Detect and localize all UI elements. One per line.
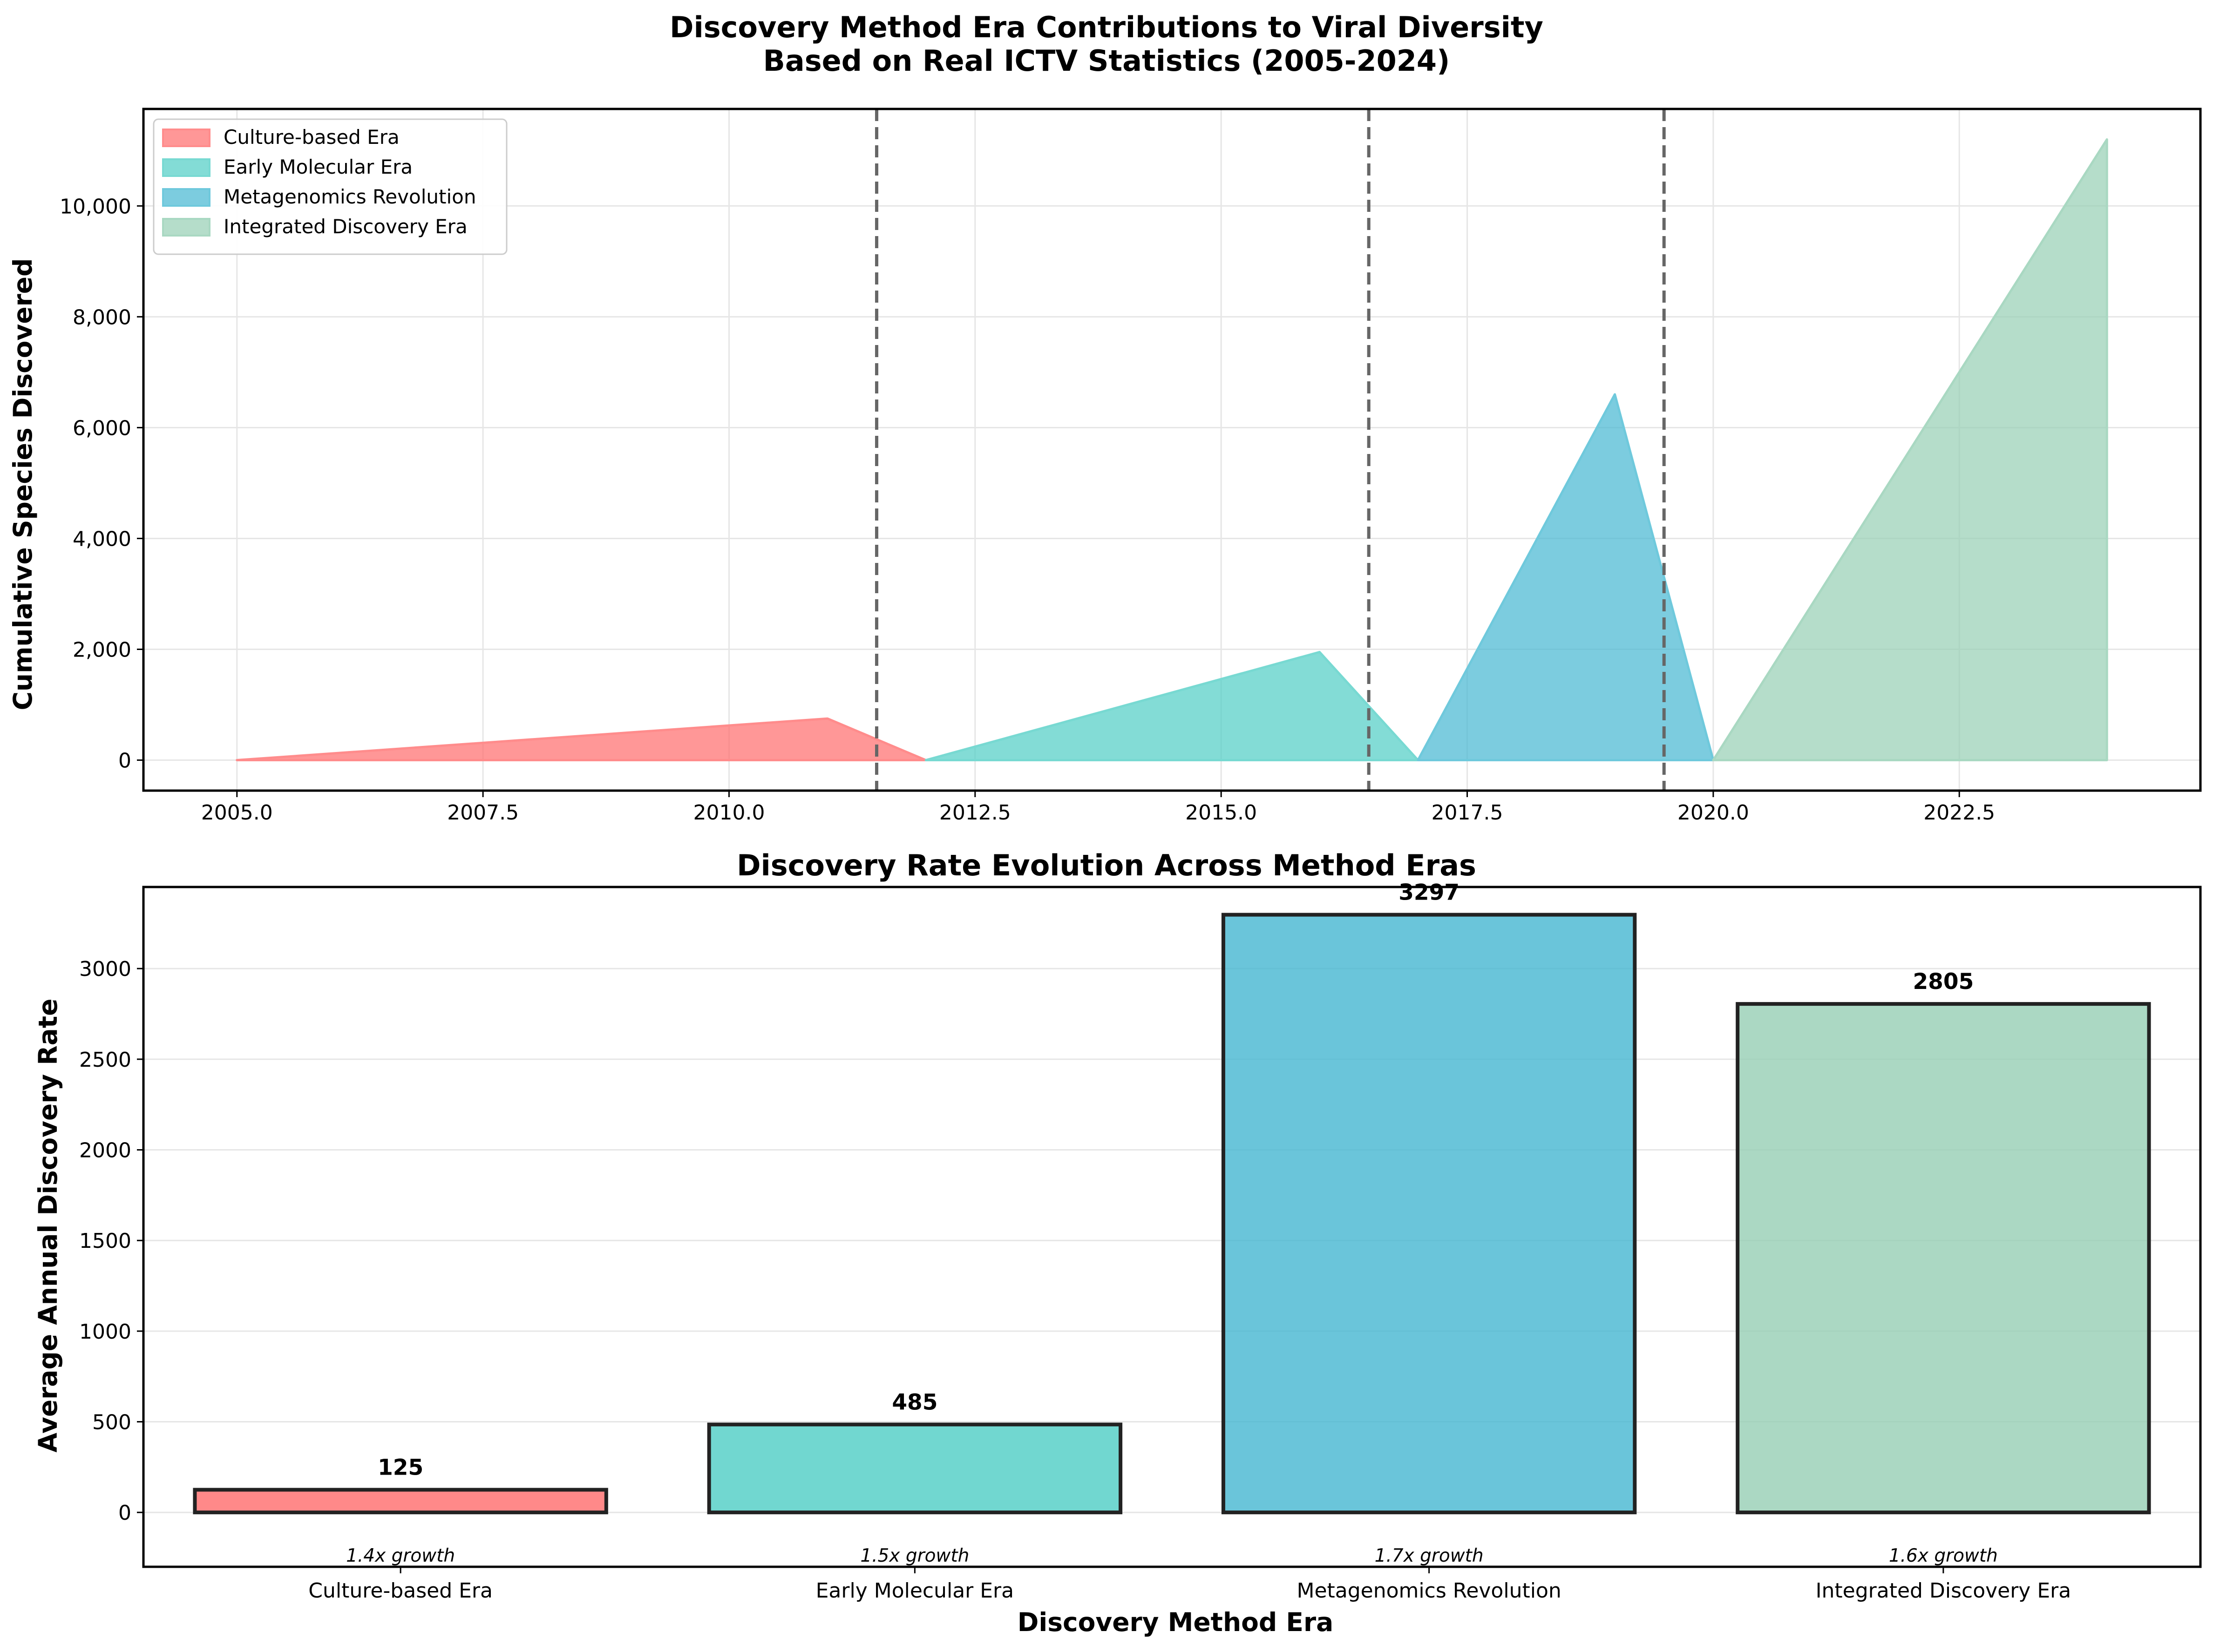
era-boundary-lines [875, 109, 1666, 791]
legend-label: Early Molecular Era [224, 156, 413, 178]
bar-chart-bars: 125 1.4x growth 485 1.5x growth 3297 1.7x gro… [193, 880, 2151, 1566]
bar-value-label: 2805 [1913, 969, 1974, 995]
area-chart-title-line-2: Based on Real ICTV Statistics (2005-2024… [763, 44, 1450, 78]
bar-growth-label: 1.7x growth [1375, 1545, 1484, 1566]
legend-label: Integrated Discovery Era [224, 215, 468, 238]
y-tick-label: 6,000 [73, 416, 131, 440]
area-chart-x-axis: 2005.0 2007.5 2010.0 2012.5 2015.0 2017.5 2020… [201, 791, 1995, 825]
y-tick-label: 1500 [79, 1229, 131, 1253]
bar-value-label: 3297 [1398, 880, 1459, 906]
y-tick-label: 500 [92, 1411, 131, 1435]
bar-chart-plot-frame [142, 886, 2202, 1568]
x-tick-label: 2017.5 [1432, 801, 1503, 825]
bar [193, 1488, 608, 1515]
x-tick-label: 2010.0 [693, 801, 765, 825]
y-tick-label: 10,000 [60, 195, 131, 218]
y-tick-label: 1000 [79, 1320, 131, 1344]
legend-label: Metagenomics Revolution [224, 185, 476, 208]
area-chart-plot-frame [142, 108, 2202, 792]
legend-frame [153, 118, 508, 255]
legend-swatch [162, 158, 210, 177]
y-tick-label: 0 [118, 1501, 131, 1525]
x-tick-label: 2022.5 [1923, 801, 1995, 825]
bar [707, 1422, 1123, 1515]
bar-chart-x-axis: Culture-based Era Early Molecular Era Meta… [308, 1567, 2071, 1603]
area-chart: Discovery Method Era Contributions to Vi… [8, 10, 2202, 825]
bar-chart-y-axis-label: Average Annual Discovery Rate [33, 999, 63, 1453]
y-tick-label: 8,000 [73, 305, 131, 329]
bar-chart-x-axis-label: Discovery Method Era [1018, 1607, 1334, 1637]
x-tick-label: 2005.0 [201, 801, 273, 825]
legend-label: Culture-based Era [224, 126, 400, 149]
x-tick-label: 2012.5 [939, 801, 1011, 825]
bar-growth-label: 1.5x growth [860, 1545, 969, 1566]
area-chart-title-line-1: Discovery Method Era Contributions to Vi… [670, 10, 1543, 44]
y-tick-label: 3000 [79, 957, 131, 981]
bar-chart: Discovery Rate Evolution Across Method E… [33, 848, 2202, 1637]
area-series-3 [1712, 138, 2108, 762]
x-tick-label: 2020.0 [1677, 801, 1749, 825]
bar-growth-label: 1.6x growth [1889, 1545, 1998, 1566]
legend-swatch [162, 129, 210, 147]
x-tick-label: Metagenomics Revolution [1297, 1579, 1561, 1603]
bar-chart-y-axis: 0 500 1000 1500 2000 2500 3000 [79, 957, 143, 1525]
y-tick-label: 2500 [79, 1048, 131, 1072]
area-chart-series [236, 138, 2108, 762]
x-tick-label: 2015.0 [1185, 801, 1257, 825]
legend-items: Culture-based Era Early Molecular Era Meta… [162, 126, 476, 238]
area-series-1 [924, 650, 1419, 762]
area-series-2 [1417, 393, 1715, 762]
y-tick-label: 2,000 [73, 638, 131, 662]
y-tick-label: 4,000 [73, 527, 131, 551]
area-chart-y-axis: 0 2,000 4,000 6,000 8,000 10,000 [60, 195, 143, 773]
x-tick-label: 2007.5 [447, 801, 519, 825]
bar [1736, 1002, 2151, 1515]
bar-value-label: 125 [378, 1455, 423, 1481]
x-tick-label: Early Molecular Era [816, 1579, 1014, 1603]
bar-growth-label: 1.4x growth [346, 1545, 455, 1566]
area-chart-y-axis-label: Cumulative Species Discovered [8, 258, 38, 711]
y-tick-label: 0 [118, 749, 131, 773]
bar-chart-title: Discovery Rate Evolution Across Method E… [737, 848, 1476, 882]
area-chart-legend: Culture-based Era Early Molecular Era Meta… [153, 118, 508, 255]
y-tick-label: 2000 [79, 1139, 131, 1163]
legend-swatch [162, 218, 210, 237]
bar-value-label: 485 [892, 1389, 937, 1415]
area-series-0 [236, 717, 927, 762]
legend-swatch [162, 188, 210, 207]
x-tick-label: Integrated Discovery Era [1816, 1579, 2071, 1603]
bar [1221, 913, 1637, 1515]
x-tick-label: Culture-based Era [308, 1579, 493, 1603]
